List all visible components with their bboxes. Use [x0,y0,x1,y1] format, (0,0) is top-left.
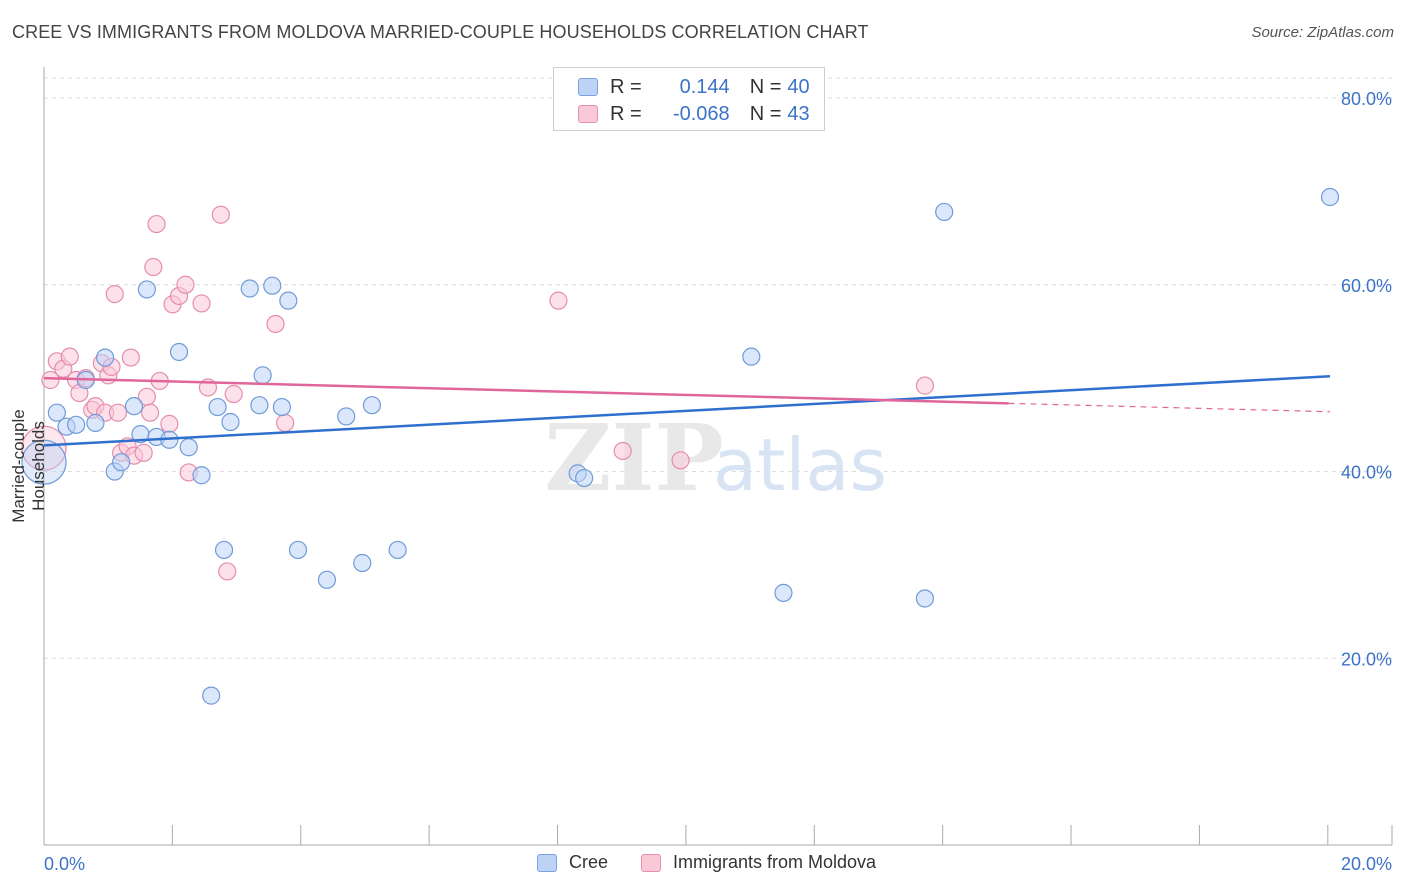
cree-point [47,403,66,422]
cree-point [214,540,234,560]
moldova-legend-label: Immigrants from Moldova [673,852,877,872]
moldova-point [108,403,128,422]
moldova-point [41,370,60,390]
moldova-point [915,376,935,395]
moldova-point [21,425,67,471]
cree-point [253,366,272,385]
legend-row-moldova: R = -0.068 N = 43 [578,101,810,127]
y-tick-label: 60.0% [1341,276,1392,296]
cree-point [208,397,227,417]
cree-point [774,583,793,602]
cree-point [263,276,282,295]
moldova-point [140,403,160,422]
moldova-legend-swatch [641,853,661,872]
x-tick-label: 0.0% [44,854,85,874]
cree-point [124,397,144,416]
tick-labels: 20.0% 40.0% 60.0% 80.0% 0.0% 20.0% [44,89,1392,874]
cree-points [21,187,1340,705]
cree-point [362,396,382,415]
axes [43,67,1393,846]
cree-point [575,468,594,488]
cree-point [250,396,269,415]
cree-point [67,415,86,434]
watermark-atlas: atlas [713,423,887,507]
moldova-r-label: R = [610,102,642,125]
cree-point [288,540,308,560]
legend-item-cree[interactable]: Cree [537,852,608,873]
cree-point [240,279,259,298]
cree-point [353,553,372,573]
cree-point [317,570,337,589]
moldova-point [160,414,179,433]
cree-point [137,280,156,299]
cree-point [179,438,198,457]
moldova-point [671,451,690,470]
cree-point [935,202,954,222]
cree-point [388,540,407,560]
y-axis-label: Married-couple Households [9,409,48,523]
moldova-trend-extension [1008,402,1331,413]
cree-point [202,686,221,705]
moldova-swatch [578,105,598,123]
moldova-points [21,205,935,581]
cree-n-label: N = [749,75,782,98]
moldova-n-value: 43 [787,102,810,125]
moldova-point [266,314,285,334]
moldova-point [144,257,163,277]
legend-row-cree: R = 0.144 N = 40 [578,74,810,100]
cree-point [169,342,189,362]
y-tick-label: 80.0% [1341,89,1392,109]
moldova-point [176,275,195,294]
cree-point [221,412,240,432]
cree-point [192,466,211,485]
moldova-point [121,348,140,367]
cree-point [95,348,115,367]
cree-point [279,291,298,310]
gridlines [44,77,1392,659]
cree-point [742,347,761,366]
cree-point [86,413,105,433]
cree-point [272,397,292,417]
cree-n-value: 40 [787,75,810,98]
moldova-point [192,294,211,313]
cree-r-value: 0.144 [679,75,730,98]
cree-point [112,453,131,472]
moldova-point [105,284,124,304]
x-tick-label: 20.0% [1341,854,1392,874]
cree-r-label: R = [610,75,642,98]
moldova-point [549,291,568,310]
moldova-point [147,214,166,234]
moldova-point [276,413,295,433]
cree-legend-swatch [537,853,557,872]
cree-legend-label: Cree [569,852,609,872]
watermark-zip: ZIP [544,404,723,512]
series-legend: Cree Immigrants from Moldova [0,852,1406,878]
y-tick-label: 20.0% [1341,649,1392,669]
trend-lines [43,375,1331,447]
moldova-point [218,562,237,581]
moldova-point [211,205,230,224]
moldova-point [60,347,79,366]
cree-swatch [578,78,598,96]
cree-point [915,589,935,608]
correlation-legend: R = 0.144 N = 40 R = -0.068 N = 43 [553,67,825,131]
source-label: Source: ZipAtlas.com [1251,24,1394,41]
moldova-point [613,441,632,461]
moldova-r-value: -0.068 [672,102,730,125]
cree-trend-line [43,375,1331,447]
cree-point [21,439,67,485]
chart-title: CREE VS IMMIGRANTS FROM MOLDOVA MARRIED-… [12,22,869,42]
cree-point [337,407,356,426]
cree-point [1320,187,1340,207]
legend-item-moldova[interactable]: Immigrants from Moldova [641,852,876,873]
moldova-point [224,384,243,404]
watermark: ZIP atlas [544,404,887,512]
moldova-point [134,443,153,462]
moldova-n-label: N = [749,102,782,125]
moldova-trend-line [43,376,1009,405]
y-tick-label: 40.0% [1341,463,1392,483]
